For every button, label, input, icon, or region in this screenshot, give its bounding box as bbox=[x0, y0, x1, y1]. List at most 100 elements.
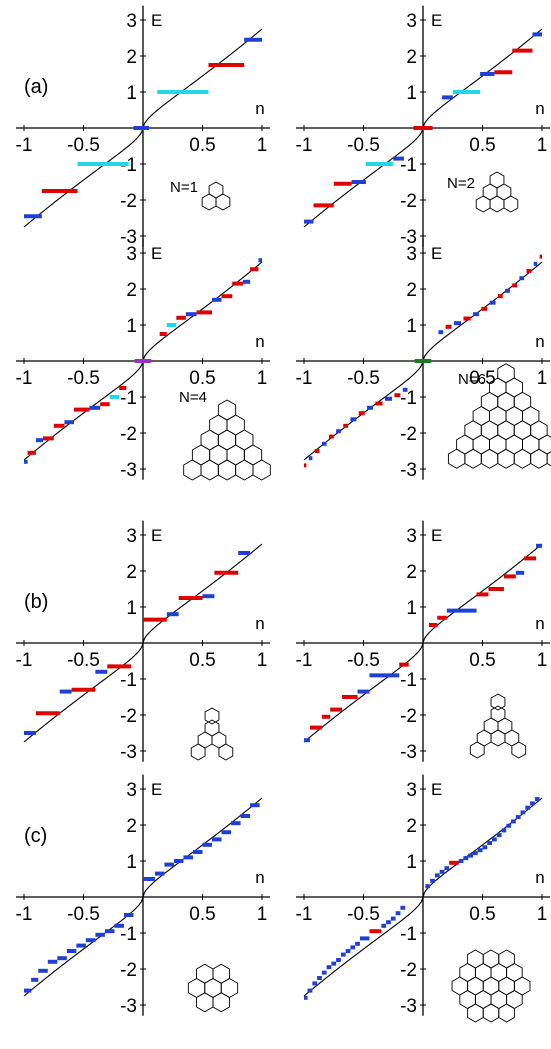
x-tick-label: 1 bbox=[537, 368, 548, 389]
x-tick-label: -0.5 bbox=[67, 135, 100, 156]
graphene-flake-icon bbox=[201, 181, 231, 211]
row-label-a: (a) bbox=[24, 76, 49, 98]
x-tick-label: -1 bbox=[16, 368, 33, 389]
graphene-flake-icon bbox=[447, 363, 551, 469]
reference-curve bbox=[23, 543, 263, 743]
y-tick-label: 1 bbox=[406, 83, 417, 104]
x-tick-label: 0.5 bbox=[189, 650, 215, 671]
x-tick-label: -0.5 bbox=[347, 135, 380, 156]
y-tick-label: 3 bbox=[406, 244, 417, 265]
y-tick-label: 2 bbox=[126, 562, 137, 583]
x-tick-label: 0.5 bbox=[189, 904, 215, 925]
x-tick-label: 0.5 bbox=[469, 904, 495, 925]
y-tick-label: 1 bbox=[406, 852, 417, 873]
x-tick-label: 0.5 bbox=[469, 650, 495, 671]
y-tick-label: 3 bbox=[406, 526, 417, 547]
x-tick-label: -0.5 bbox=[67, 650, 100, 671]
x-tick-label: 1 bbox=[537, 650, 548, 671]
x-tick-label: -1 bbox=[16, 650, 33, 671]
y-tick-label: 1 bbox=[126, 316, 137, 337]
x-tick-label: 0.5 bbox=[469, 135, 495, 156]
y-tick-label: 2 bbox=[406, 562, 417, 583]
x-tick-label: -0.5 bbox=[347, 904, 380, 925]
y-tick-label: 1 bbox=[126, 598, 137, 619]
row-label-b: (b) bbox=[24, 591, 49, 613]
y-tick-label: 1 bbox=[126, 83, 137, 104]
y-tick-label: 2 bbox=[406, 280, 417, 301]
y-tick-label: 2 bbox=[126, 280, 137, 301]
y-tick-label: 1 bbox=[406, 316, 417, 337]
n-label: N=1 bbox=[170, 179, 198, 196]
x-tick-label: 1 bbox=[537, 904, 548, 925]
x-tick-label: -1 bbox=[296, 904, 313, 925]
y-tick-label: -2 bbox=[120, 191, 137, 212]
x-tick-label: -0.5 bbox=[347, 650, 380, 671]
y-tick-label: -3 bbox=[400, 227, 417, 248]
x-tick-label: 0.5 bbox=[189, 368, 215, 389]
graphene-flake-icon bbox=[451, 949, 531, 1023]
x-tick-label: 1 bbox=[257, 650, 268, 671]
x-axis-label: n bbox=[255, 332, 264, 351]
y-tick-label: -1 bbox=[120, 388, 137, 409]
x-axis-label: n bbox=[255, 868, 264, 887]
y-tick-label: -2 bbox=[120, 424, 137, 445]
y-tick-label: -3 bbox=[120, 742, 137, 763]
y-axis-label: E bbox=[431, 780, 442, 799]
reference-curve bbox=[303, 543, 543, 743]
y-tick-label: 3 bbox=[126, 244, 137, 265]
y-tick-label: -1 bbox=[120, 924, 137, 945]
n-label: N=4 bbox=[179, 389, 207, 406]
y-axis-label: E bbox=[151, 11, 162, 30]
x-axis-label: n bbox=[535, 99, 544, 118]
x-axis-label: n bbox=[535, 332, 544, 351]
y-tick-label: 1 bbox=[126, 852, 137, 873]
reference-curve bbox=[23, 797, 263, 997]
y-tick-label: -1 bbox=[400, 670, 417, 691]
y-tick-label: 2 bbox=[406, 816, 417, 837]
x-tick-label: -0.5 bbox=[67, 904, 100, 925]
y-tick-label: 3 bbox=[406, 780, 417, 801]
y-tick-label: 2 bbox=[126, 47, 137, 68]
graphene-flake-icon bbox=[190, 707, 234, 761]
n-label: N=2 bbox=[447, 175, 475, 192]
x-axis-label: n bbox=[535, 868, 544, 887]
x-tick-label: -1 bbox=[296, 135, 313, 156]
y-tick-label: -1 bbox=[400, 155, 417, 176]
x-tick-label: -1 bbox=[296, 368, 313, 389]
y-tick-label: -3 bbox=[120, 460, 137, 481]
y-tick-label: 3 bbox=[126, 526, 137, 547]
y-tick-label: -2 bbox=[120, 960, 137, 981]
x-tick-label: 0.5 bbox=[189, 135, 215, 156]
y-tick-label: -2 bbox=[400, 960, 417, 981]
x-tick-label: 1 bbox=[257, 904, 268, 925]
y-tick-label: 3 bbox=[126, 780, 137, 801]
x-axis-label: n bbox=[255, 614, 264, 633]
y-tick-label: -2 bbox=[400, 706, 417, 727]
x-tick-label: -1 bbox=[296, 650, 313, 671]
y-tick-label: -3 bbox=[120, 996, 137, 1017]
x-tick-label: -0.5 bbox=[67, 368, 100, 389]
n-label: N=6 bbox=[458, 371, 486, 388]
graphene-flake-icon bbox=[187, 963, 239, 1013]
x-tick-label: -0.5 bbox=[347, 368, 380, 389]
x-tick-label: -1 bbox=[16, 904, 33, 925]
row-label-c: (c) bbox=[24, 825, 48, 847]
y-tick-label: -2 bbox=[400, 191, 417, 212]
x-tick-label: 1 bbox=[537, 135, 548, 156]
x-axis-label: n bbox=[255, 99, 264, 118]
y-tick-label: 3 bbox=[406, 11, 417, 32]
y-axis-label: E bbox=[431, 11, 442, 30]
x-axis-label: n bbox=[535, 614, 544, 633]
y-axis-label: E bbox=[151, 526, 162, 545]
graphene-flake-icon bbox=[469, 693, 527, 759]
graphene-flake-icon bbox=[475, 171, 519, 213]
graphene-flake-icon bbox=[183, 399, 271, 481]
